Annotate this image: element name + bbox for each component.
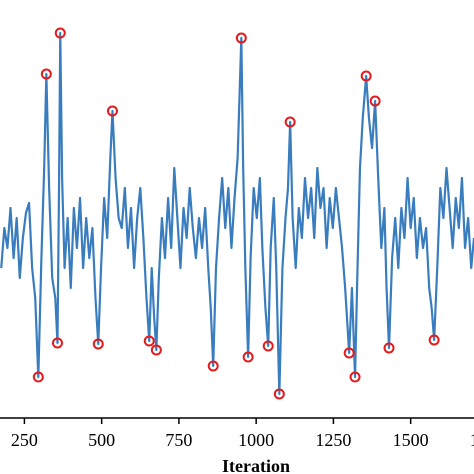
extreme-marker — [92, 338, 104, 350]
x-tick-label: 500 — [88, 430, 115, 450]
extreme-marker — [51, 337, 63, 349]
x-tick-label: 1000 — [238, 430, 274, 450]
extreme-marker — [32, 371, 44, 383]
extreme-marker — [262, 340, 274, 352]
x-tick-label: 750 — [165, 430, 192, 450]
line — [0, 31, 474, 396]
extreme-marker — [150, 344, 162, 356]
extreme-marker — [284, 116, 296, 128]
extreme-marker — [369, 95, 381, 107]
extreme-marker — [242, 351, 254, 363]
extreme-marker — [54, 27, 66, 39]
extreme-marker — [360, 70, 372, 82]
extreme-marker — [207, 360, 219, 372]
x-tick-label: 1750 — [470, 430, 474, 450]
x-tick-label: 1500 — [393, 430, 429, 450]
extreme-marker — [428, 334, 440, 346]
extreme-marker — [273, 388, 285, 400]
extreme-marker — [235, 32, 247, 44]
extreme-marker — [383, 342, 395, 354]
x-tick-label: 1250 — [315, 430, 351, 450]
extreme-marker — [40, 68, 52, 80]
extreme-marker — [343, 347, 355, 359]
extreme-marker — [349, 371, 361, 383]
x-axis-label: Iteration — [222, 456, 290, 474]
extreme-marker — [106, 105, 118, 117]
x-tick-label: 250 — [11, 430, 38, 450]
extreme-marker — [143, 335, 155, 347]
